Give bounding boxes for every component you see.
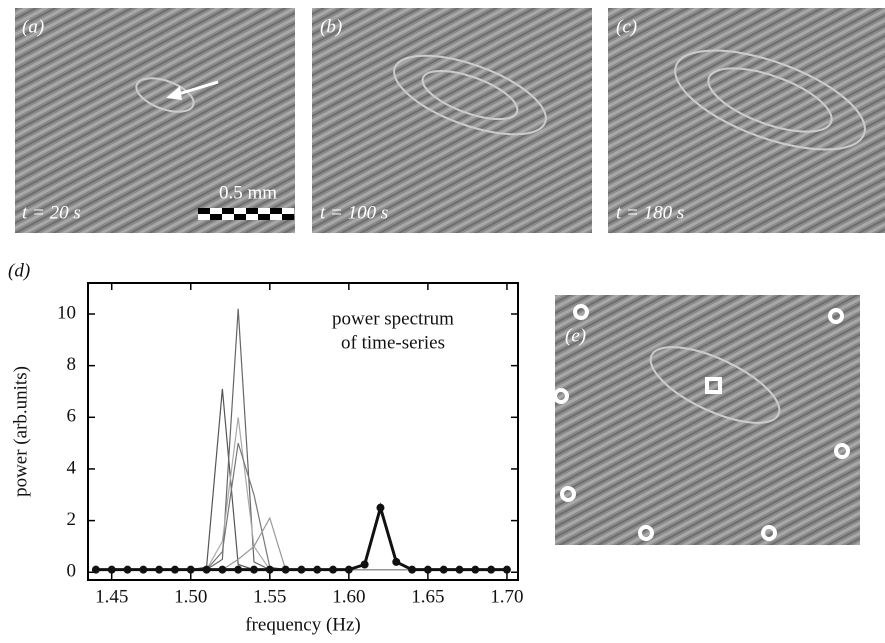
point [455, 565, 464, 574]
point [313, 565, 322, 574]
panel-label: (b) [320, 16, 342, 37]
photo-e: (e) [553, 295, 860, 545]
series-line [95, 308, 507, 571]
point [423, 565, 432, 574]
series-line [95, 502, 507, 572]
point [502, 565, 511, 574]
point [218, 565, 227, 574]
plot: 1.45 1.50 1.55 1.60 1.65 1.70 0 2 4 6 8 10 power spe… [10, 282, 524, 635]
point [360, 560, 369, 569]
point [471, 565, 480, 574]
point [91, 565, 100, 574]
scale-label: 0.5 mm [219, 182, 277, 203]
y-tick-label: 0 [67, 561, 77, 582]
y-tick-label: 8 [67, 354, 77, 375]
point [139, 565, 148, 574]
point [155, 565, 164, 574]
point [281, 565, 290, 574]
y-tick-label: 4 [67, 457, 77, 478]
point [265, 565, 274, 574]
photo-b: (b) t = 100 s [312, 8, 592, 233]
panel-label: (c) [616, 16, 637, 37]
point [376, 503, 385, 512]
point [408, 565, 417, 574]
x-tick-label: 1.50 [174, 586, 207, 607]
panel-label: (e) [565, 325, 586, 346]
x-axis-label: frequency (Hz) [245, 614, 361, 635]
x-tick-label: 1.70 [490, 586, 523, 607]
plot-frame [87, 282, 519, 581]
y-axis-label: power (arb.units) [10, 366, 31, 497]
point [329, 565, 338, 574]
x-tick-label: 1.60 [332, 586, 365, 607]
point [234, 565, 243, 574]
series-line [95, 516, 507, 571]
point [297, 565, 306, 574]
photo-a: (a) t = 20 s 0.5 mm [15, 8, 295, 233]
scale-bar [198, 208, 294, 220]
y-tick-label: 2 [67, 509, 77, 530]
photo-c: (c) t = 180 s [608, 8, 885, 233]
series-line [95, 417, 507, 571]
panel-label: (a) [22, 16, 44, 37]
panel-label: (d) [8, 260, 30, 281]
point [170, 565, 179, 574]
time-label: t = 100 s [320, 202, 388, 223]
point [202, 565, 211, 574]
annotation: power spectrum [332, 308, 454, 329]
point [392, 557, 401, 566]
y-tick-label: 6 [67, 406, 77, 427]
series-line [95, 388, 507, 571]
x-tick-label: 1.45 [95, 586, 128, 607]
point [439, 565, 448, 574]
y-tick-label: 10 [57, 302, 76, 323]
x-tick-label: 1.65 [411, 586, 444, 607]
point [344, 565, 353, 574]
point [107, 565, 116, 574]
point [123, 565, 132, 574]
x-tick-label: 1.55 [253, 586, 286, 607]
point [186, 565, 195, 574]
annotation: of time-series [341, 332, 445, 353]
time-label: t = 20 s [22, 202, 81, 223]
point [487, 565, 496, 574]
series-line [95, 442, 507, 571]
point [249, 565, 258, 574]
time-label: t = 180 s [616, 202, 684, 223]
